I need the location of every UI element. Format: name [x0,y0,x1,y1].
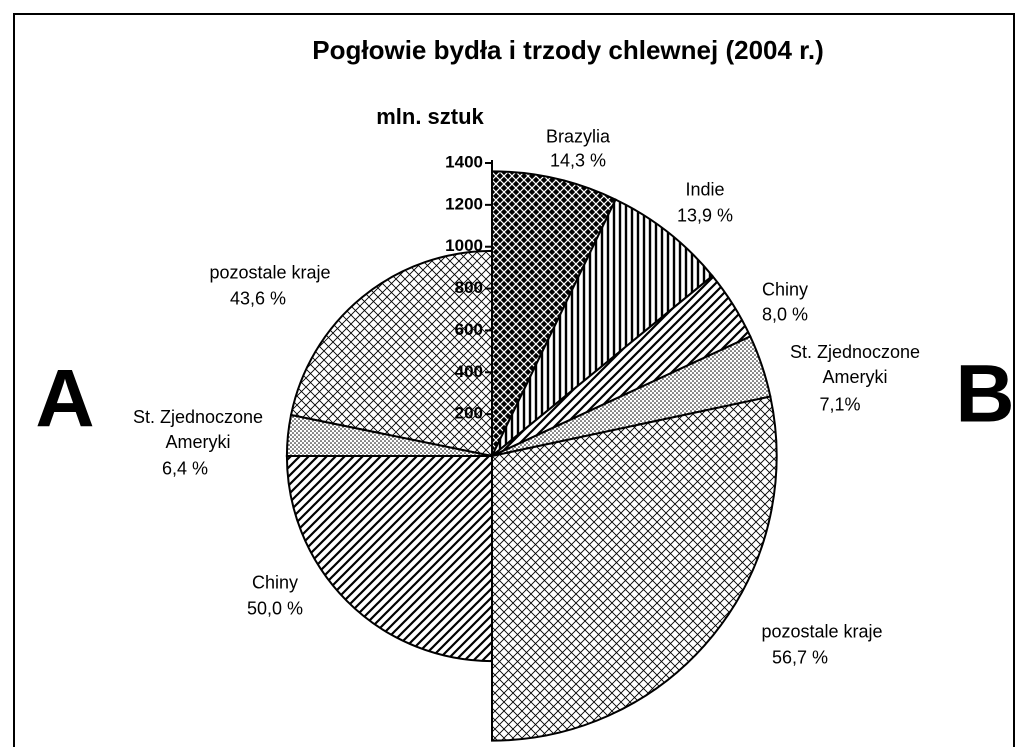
y-tick-label: 1400 [445,152,483,171]
y-tick-label: 1000 [445,236,483,255]
y-tick-label: 200 [455,404,483,423]
pie-slice [491,170,617,457]
slice-label: 8,0 % [761,304,809,325]
slice-label: St. Zjednoczone Ameryki [132,407,264,452]
slice-label: 7,1% [819,394,861,415]
slice-label: 50,0 % [246,598,304,619]
series-label: A [35,354,94,445]
y-tick-label: 1200 [445,194,483,213]
slice-label: Brazylia [545,126,611,147]
chart-title: Pogłowie bydła i trzody chlewnej (2004 r… [312,35,823,65]
axis-title: mln. sztuk [376,104,484,129]
pie-slice [491,395,778,742]
slice-label: St. Zjednoczone Ameryki [789,342,921,387]
slice-label: Chiny [761,279,809,300]
slice-label: 43,6 % [229,288,287,309]
slice-label: pozostale kraje [761,621,883,642]
slice-label: 6,4 % [161,458,209,479]
pie-slice [285,455,493,663]
slice-label: 13,9 % [676,205,734,226]
frame [13,13,1015,747]
y-tick-label: 800 [455,278,483,297]
pie-slice [491,198,714,457]
slice-label: Indie [685,179,725,200]
series-label: B [955,349,1014,440]
y-tick-label: 400 [455,362,483,381]
slice-label: Chiny [251,572,299,593]
y-tick-label: 600 [455,320,483,339]
slice-label: 56,7 % [771,647,829,668]
slice-label: 14,3 % [549,150,607,171]
pie-slice [289,249,493,458]
slice-label: pozostale kraje [209,262,331,283]
